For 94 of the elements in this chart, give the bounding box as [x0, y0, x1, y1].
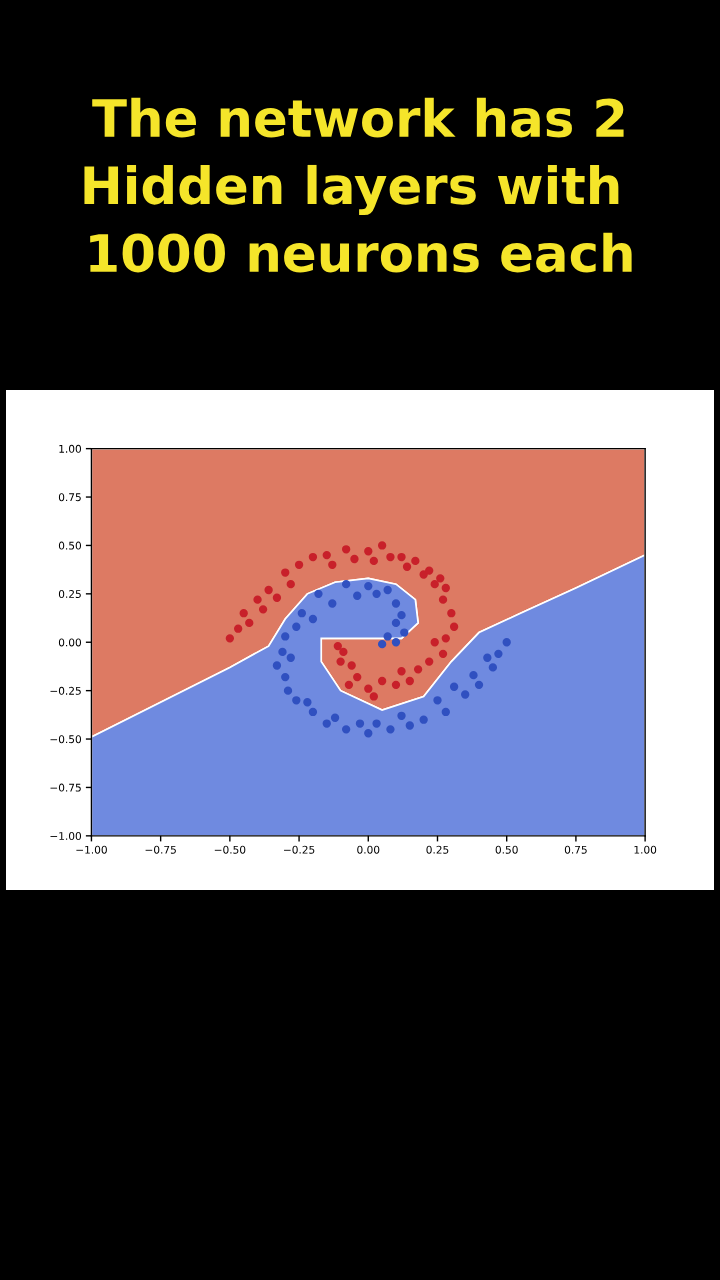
point — [449, 622, 459, 631]
point — [339, 647, 348, 657]
point — [281, 632, 290, 641]
point — [328, 560, 337, 569]
point — [397, 711, 406, 720]
point — [425, 566, 434, 575]
point — [283, 686, 293, 695]
point — [372, 719, 381, 728]
point — [344, 680, 354, 689]
point — [258, 605, 268, 614]
point — [308, 552, 318, 562]
point — [430, 638, 439, 647]
point — [308, 614, 318, 624]
point — [328, 599, 337, 608]
point — [402, 562, 412, 571]
point — [436, 574, 445, 583]
point — [438, 595, 448, 604]
point — [441, 583, 450, 593]
point — [386, 725, 395, 734]
point — [438, 649, 448, 659]
point — [405, 721, 414, 730]
point — [364, 729, 373, 738]
point — [253, 595, 262, 604]
point — [397, 667, 406, 676]
point — [364, 547, 373, 556]
point — [369, 556, 378, 566]
point — [383, 632, 392, 641]
point — [303, 698, 312, 707]
point — [364, 684, 373, 693]
point — [391, 618, 401, 628]
point — [353, 591, 362, 600]
point — [341, 725, 351, 734]
point — [347, 661, 356, 670]
point — [474, 680, 484, 689]
point — [272, 593, 282, 602]
point — [469, 670, 478, 680]
point — [322, 719, 331, 728]
point — [272, 661, 282, 670]
point — [353, 672, 362, 682]
point — [350, 554, 359, 564]
point — [355, 719, 365, 728]
point — [386, 552, 395, 562]
point — [441, 634, 450, 643]
point — [447, 609, 456, 618]
point — [372, 589, 381, 599]
point — [483, 653, 492, 662]
point — [397, 610, 406, 620]
point — [425, 657, 434, 666]
point — [369, 692, 378, 701]
point — [461, 690, 470, 699]
point — [286, 579, 295, 589]
point — [294, 560, 304, 569]
point — [330, 713, 340, 722]
point — [234, 624, 243, 633]
point — [292, 622, 301, 631]
chart-title: The network has 2 Hidden layers with 1000 neurons each — [84, 97, 632, 273]
point — [502, 638, 511, 647]
point — [377, 676, 387, 686]
point — [391, 599, 401, 608]
point — [322, 550, 331, 560]
point — [286, 653, 295, 662]
point — [405, 676, 414, 686]
point — [400, 628, 409, 637]
point — [281, 568, 290, 577]
point — [341, 545, 351, 554]
point — [314, 589, 323, 599]
point — [264, 585, 273, 595]
point — [297, 609, 307, 618]
point — [336, 657, 345, 666]
point — [430, 579, 439, 589]
point — [411, 556, 420, 566]
point — [397, 552, 406, 562]
point — [413, 665, 423, 674]
point — [494, 649, 503, 659]
point — [281, 672, 290, 682]
point — [449, 682, 459, 691]
point — [377, 640, 387, 649]
point — [333, 641, 342, 651]
point — [383, 585, 392, 595]
point — [433, 696, 442, 705]
point — [341, 579, 351, 589]
point — [419, 715, 428, 724]
point — [441, 707, 450, 717]
point — [245, 618, 254, 628]
point — [364, 581, 373, 591]
point — [391, 638, 401, 647]
point — [239, 609, 248, 618]
point — [292, 696, 301, 705]
point — [308, 707, 318, 717]
point — [278, 647, 287, 657]
point — [391, 680, 401, 689]
point — [377, 541, 387, 550]
point — [225, 634, 235, 643]
point — [488, 663, 498, 672]
